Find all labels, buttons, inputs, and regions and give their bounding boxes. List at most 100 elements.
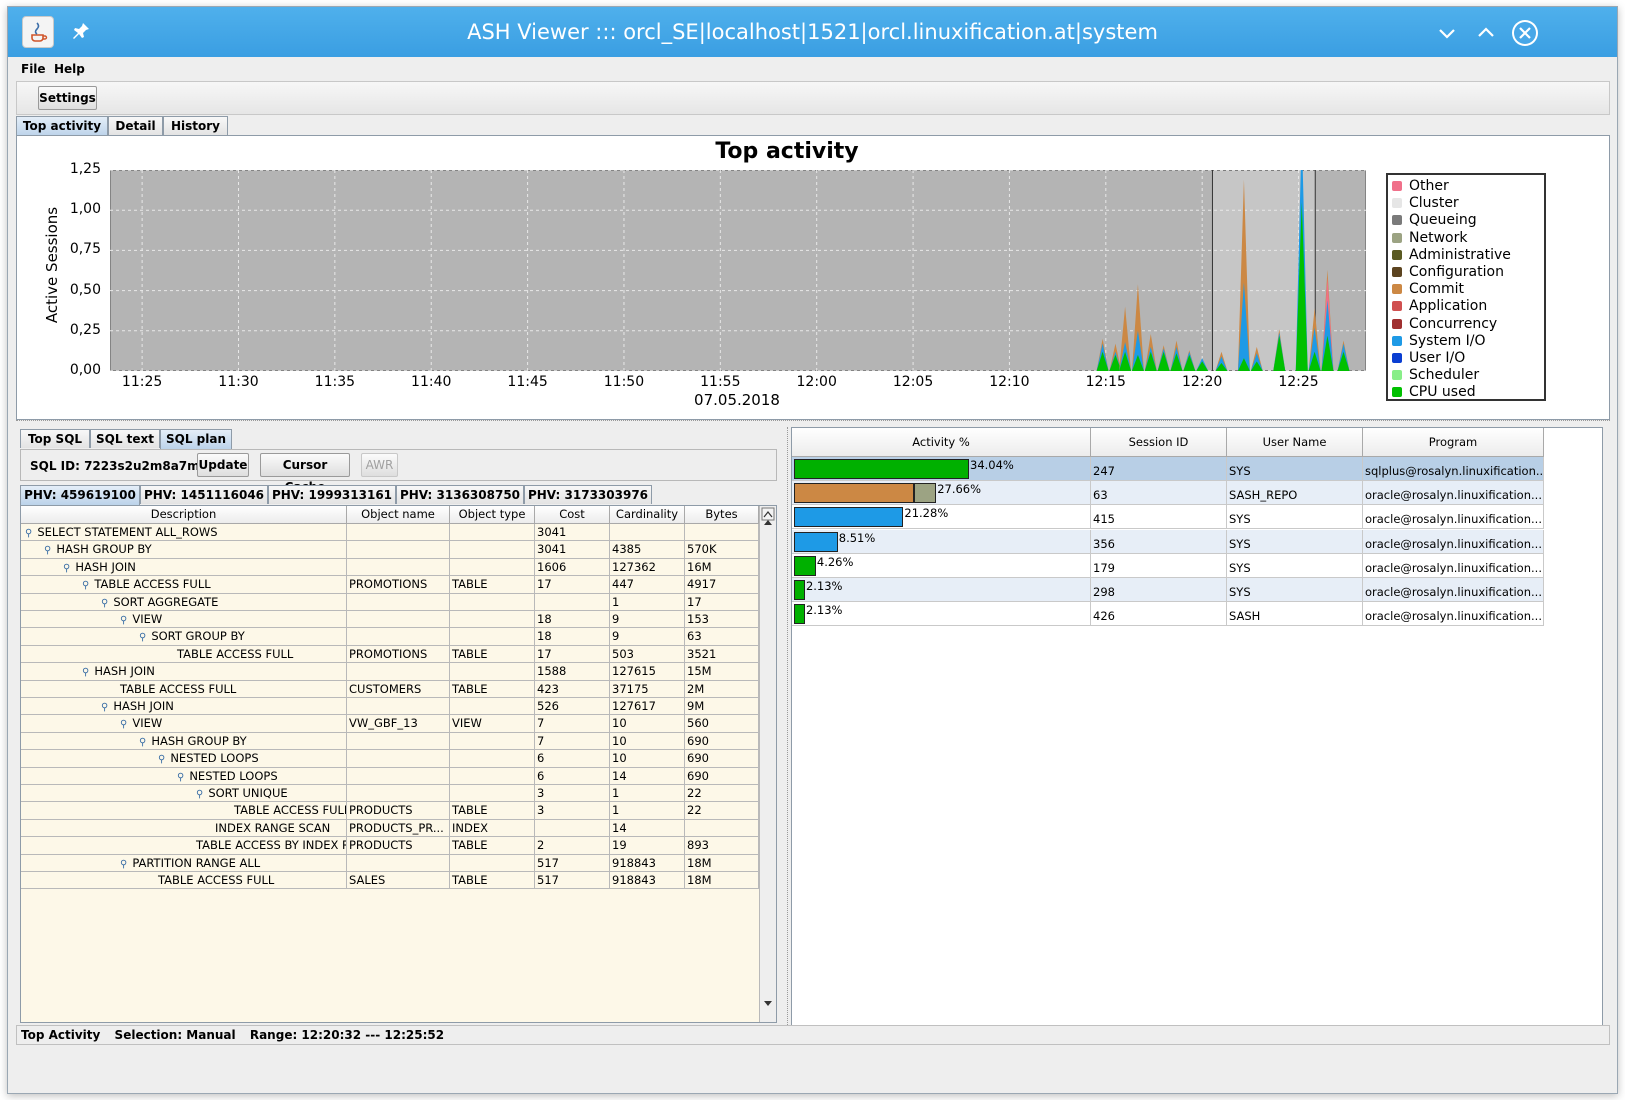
plan-cell-obj: PROMOTIONS xyxy=(347,645,450,663)
plan-row[interactable]: ⚲ HASH GROUP BY 7 10 690 xyxy=(21,732,759,751)
horizontal-splitter[interactable] xyxy=(16,420,1610,427)
chart-plot-area[interactable] xyxy=(110,170,1366,371)
plan-scrollbar[interactable] xyxy=(759,506,776,1022)
plan-row[interactable]: ⚲ HASH JOIN 1588 127615 15M xyxy=(21,663,759,681)
plan-row[interactable]: TABLE ACCESS BY INDEX R(PRODUCTS TABLE 2 19… xyxy=(21,837,759,855)
session-row[interactable]: 21.28% 415 SYS oracle@rosalyn.linuxificatio… xyxy=(792,505,1544,530)
pin-icon[interactable] xyxy=(70,20,92,45)
session-row[interactable]: 2.13% 298 SYS oracle@rosalyn.linuxification… xyxy=(792,578,1544,602)
maximize-button[interactable] xyxy=(1472,19,1500,47)
tree-node-handle-icon[interactable]: ⚲ xyxy=(82,667,90,679)
top-activity-chart[interactable]: Top activity Active Sessions 0,00 0,25 0,5… xyxy=(16,135,1610,420)
session-row[interactable]: 27.66% 63 SASH_REPO oracle@rosalyn.linuxifi… xyxy=(792,481,1544,506)
plan-row[interactable]: ⚲ HASH JOIN 1606 127362 16M xyxy=(21,558,759,577)
legend-swatch xyxy=(1392,249,1402,260)
legend-item: System I/O xyxy=(1392,333,1486,350)
plan-row[interactable]: ⚲ NESTED LOOPS 6 10 690 xyxy=(21,750,759,768)
plan-operation-text: TABLE ACCESS FULL xyxy=(94,577,211,592)
y-tick-label: 1,25 xyxy=(69,161,101,177)
plan-cell-cost: 6 xyxy=(535,767,610,785)
tree-node-handle-icon[interactable]: ⚲ xyxy=(44,545,52,557)
tree-node-handle-icon[interactable]: ⚲ xyxy=(101,597,109,609)
col-description[interactable]: Description xyxy=(21,506,347,524)
plan-cell-bytes: 18M xyxy=(685,872,759,889)
tab-phv-459619100[interactable]: PHV: 459619100 xyxy=(20,485,140,505)
session-cell-program: oracle@rosalyn.linuxification.... xyxy=(1363,529,1544,554)
session-row[interactable]: 4.26% 179 SYS oracle@rosalyn.linuxification… xyxy=(792,553,1544,578)
minimize-button[interactable] xyxy=(1433,19,1461,47)
chart-title: Top activity xyxy=(715,139,859,164)
tree-node-handle-icon[interactable]: ⚲ xyxy=(158,754,166,766)
session-row[interactable]: 8.51% 356 SYS oracle@rosalyn.linuxification… xyxy=(792,529,1544,554)
plan-row[interactable]: TABLE ACCESS FULL PRODUCTS TABLE 3 1 22 xyxy=(21,802,759,820)
col-cost[interactable]: Cost xyxy=(535,506,610,524)
cursor-cache-button[interactable]: Cursor Cache xyxy=(260,453,350,494)
plan-row[interactable]: ⚲ TABLE ACCESS FULL PROMOTIONS TABLE 17 447 49… xyxy=(21,576,759,594)
close-button[interactable] xyxy=(1511,19,1539,47)
menu-file[interactable]: File xyxy=(21,62,46,76)
col-object-type[interactable]: Object type xyxy=(450,506,535,524)
tree-node-handle-icon[interactable]: ⚲ xyxy=(120,615,128,626)
plan-row[interactable]: TABLE ACCESS FULL CUSTOMERS TABLE 423 37175 2… xyxy=(21,680,759,698)
tree-node-handle-icon[interactable]: ⚲ xyxy=(196,789,204,800)
tree-node-handle-icon[interactable]: ⚲ xyxy=(120,719,128,731)
col-session-id[interactable]: Session ID xyxy=(1091,428,1227,457)
col-cardinality[interactable]: Cardinality xyxy=(610,506,685,524)
plan-operation-text: NESTED LOOPS xyxy=(189,768,278,783)
plan-row[interactable]: INDEX RANGE SCAN PRODUCTS_PR... INDEX 14 xyxy=(21,819,759,838)
plan-row[interactable]: ⚲ HASH JOIN 526 127617 9M xyxy=(21,698,759,716)
legend-item: Queueing xyxy=(1392,212,1477,229)
session-activity-table[interactable]: Activity % Session ID User Name Program … xyxy=(791,427,1603,1027)
plan-row[interactable]: ⚲ NESTED LOOPS 6 14 690 xyxy=(21,767,759,785)
plan-row[interactable]: TABLE ACCESS FULL SALES TABLE 517 918843 18M xyxy=(21,872,759,890)
col-user-name[interactable]: User Name xyxy=(1227,428,1363,457)
tree-node-handle-icon[interactable]: ⚲ xyxy=(139,736,147,748)
plan-row[interactable]: ⚲ SELECT STATEMENT ALL_ROWS 3041 xyxy=(21,524,759,542)
plan-cell-card: 918843 xyxy=(610,872,685,889)
tab-history[interactable]: History xyxy=(163,116,228,135)
plan-cell-type: VIEW xyxy=(450,715,535,733)
update-button[interactable]: Update xyxy=(197,453,249,477)
tab-phv-1999313161[interactable]: PHV: 1999313161 xyxy=(268,485,396,504)
tree-node-handle-icon[interactable]: ⚲ xyxy=(82,580,90,592)
tab-top-sql[interactable]: Top SQL xyxy=(20,429,90,448)
tab-detail[interactable]: Detail xyxy=(108,116,163,135)
tab-phv-3173303976[interactable]: PHV: 3173303976 xyxy=(524,485,652,504)
tree-node-handle-icon[interactable]: ⚲ xyxy=(63,562,71,574)
java-app-icon[interactable] xyxy=(22,16,54,48)
plan-cell-desc: ⚲ NESTED LOOPS xyxy=(21,750,347,768)
menu-help[interactable]: Help xyxy=(54,62,85,76)
tree-node-handle-icon[interactable]: ⚲ xyxy=(177,771,185,783)
activity-bar-segment xyxy=(794,555,816,576)
plan-cell-bytes: 17 xyxy=(685,593,759,611)
tree-node-handle-icon[interactable]: ⚲ xyxy=(139,632,147,644)
window-title: ASH Viewer ::: orcl_SE|localhost|1521|or… xyxy=(467,20,1158,44)
settings-button[interactable]: Settings xyxy=(38,86,97,110)
sql-plan-table[interactable]: Description Object name Object type Cost… xyxy=(20,505,777,1023)
plan-row[interactable]: ⚲ SORT AGGREGATE 1 17 xyxy=(21,593,759,611)
col-activity-pct[interactable]: Activity % xyxy=(792,428,1091,457)
plan-row[interactable]: ⚲ SORT GROUP BY 18 9 63 xyxy=(21,628,759,646)
tab-phv-1451116046[interactable]: PHV: 1451116046 xyxy=(140,485,268,504)
tab-sql-text[interactable]: SQL text xyxy=(90,429,160,448)
awr-button[interactable]: AWR xyxy=(361,453,398,477)
plan-cell-desc: ⚲ SORT UNIQUE xyxy=(21,785,347,802)
col-object-name[interactable]: Object name xyxy=(347,506,450,524)
tab-top-activity[interactable]: Top activity xyxy=(16,116,108,136)
tab-sql-plan[interactable]: SQL plan xyxy=(160,429,232,449)
plan-row[interactable]: ⚲ VIEW VW_GBF_13 VIEW 7 10 560 xyxy=(21,715,759,733)
plan-cell-bytes: 570K xyxy=(685,541,759,559)
session-row[interactable]: 2.13% 426 SASH oracle@rosalyn.linuxificatio… xyxy=(792,602,1544,627)
tree-node-handle-icon[interactable]: ⚲ xyxy=(101,702,109,713)
tree-node-handle-icon[interactable]: ⚲ xyxy=(25,528,33,539)
plan-row[interactable]: ⚲ SORT UNIQUE 3 1 22 xyxy=(21,785,759,803)
tree-node-handle-icon[interactable]: ⚲ xyxy=(120,858,128,870)
col-program[interactable]: Program xyxy=(1363,428,1544,457)
plan-row[interactable]: ⚲ HASH GROUP BY 3041 4385 570K xyxy=(21,541,759,559)
plan-row[interactable]: ⚲ PARTITION RANGE ALL 517 918843 18M xyxy=(21,854,759,872)
col-bytes[interactable]: Bytes xyxy=(685,506,759,524)
tab-phv-3136308750[interactable]: PHV: 3136308750 xyxy=(396,485,524,504)
plan-row[interactable]: TABLE ACCESS FULL PROMOTIONS TABLE 17 503 352… xyxy=(21,645,759,664)
session-row[interactable]: 34.04% 247 SYS sqlplus@rosalyn.linuxificati… xyxy=(792,457,1544,481)
plan-row[interactable]: ⚲ VIEW 18 9 153 xyxy=(21,611,759,629)
